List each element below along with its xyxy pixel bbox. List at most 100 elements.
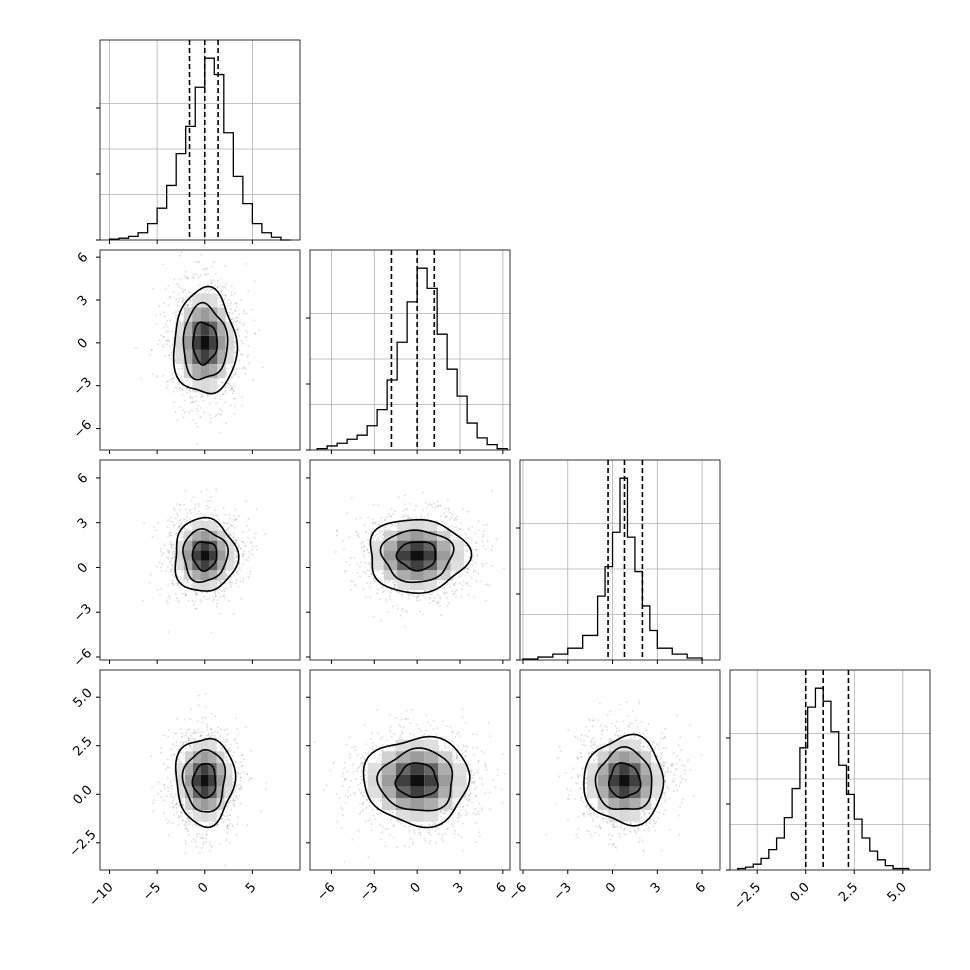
scatter-point xyxy=(481,540,484,543)
scatter-point xyxy=(473,595,475,598)
scatter-point xyxy=(238,349,241,352)
histogram-bar xyxy=(195,87,205,240)
scatter-point xyxy=(376,570,379,573)
scatter-point xyxy=(210,288,213,291)
scatter-point xyxy=(235,833,238,836)
scatter-point xyxy=(184,592,187,595)
scatter-point xyxy=(220,413,223,416)
scatter-point xyxy=(372,521,375,524)
density-cell xyxy=(217,540,226,551)
scatter-point xyxy=(169,596,171,599)
scatter-point xyxy=(171,543,173,546)
scatter-point xyxy=(215,489,218,492)
scatter-point xyxy=(419,610,422,613)
scatter-point xyxy=(238,515,240,518)
scatter-point xyxy=(472,571,475,573)
scatter-point xyxy=(465,571,468,574)
scatter-point xyxy=(220,291,223,293)
density-cell xyxy=(225,321,235,336)
scatter-point xyxy=(201,395,204,398)
scatter-point xyxy=(225,536,228,539)
histogram-bar xyxy=(870,851,878,870)
scatter-point xyxy=(199,519,201,521)
scatter-point xyxy=(235,572,238,574)
scatter-point xyxy=(179,519,182,521)
scatter-point xyxy=(164,355,167,357)
scatter-point xyxy=(407,593,409,595)
histogram-bar xyxy=(129,236,139,240)
scatter-point xyxy=(241,540,244,543)
scatter-point xyxy=(236,539,239,542)
density-cell xyxy=(423,550,438,561)
scatter-point xyxy=(350,589,353,591)
scatter-point xyxy=(196,245,198,247)
scatter-point xyxy=(201,731,204,733)
scatter-point xyxy=(460,528,462,530)
scatter-point xyxy=(447,509,450,512)
scatter-point xyxy=(191,732,193,735)
scatter-point xyxy=(173,556,176,559)
scatter-point xyxy=(168,533,171,536)
scatter-point xyxy=(216,286,219,288)
scatter-point xyxy=(178,525,181,527)
scatter-point xyxy=(388,595,391,598)
scatter-point xyxy=(366,547,369,550)
scatter-point xyxy=(248,573,251,575)
histogram-bar xyxy=(167,185,177,240)
scatter-point xyxy=(177,824,180,826)
scatter-point xyxy=(191,600,194,602)
scatter-point xyxy=(359,516,362,519)
hist-panel-2 xyxy=(516,459,721,664)
scatter-point xyxy=(475,542,478,544)
scatter-point xyxy=(467,567,469,570)
scatter-point xyxy=(222,738,225,741)
density-cell xyxy=(192,378,201,393)
density-cell xyxy=(410,580,424,590)
scatter-point xyxy=(181,570,183,573)
scatter-point xyxy=(243,550,245,552)
scatter-point xyxy=(416,595,419,598)
scatter-point xyxy=(200,253,203,256)
scatter-point xyxy=(429,597,432,600)
scatter-point xyxy=(189,389,192,391)
scatter-point xyxy=(344,570,346,573)
scatter-point xyxy=(181,313,184,316)
histogram-bar xyxy=(447,369,457,450)
scatter-point xyxy=(187,739,190,742)
histogram-bar xyxy=(792,789,800,870)
scatter-point xyxy=(161,554,163,557)
scatter-point xyxy=(216,602,218,605)
scatter-point xyxy=(240,404,243,407)
density-cell xyxy=(397,580,411,590)
histogram-bar xyxy=(839,765,847,870)
scatter-point xyxy=(166,766,169,768)
scatter-point xyxy=(215,487,217,490)
scatter-point xyxy=(232,537,235,539)
scatter-point xyxy=(223,594,226,597)
scatter-point xyxy=(197,505,200,507)
scatter-point xyxy=(167,566,169,568)
scatter-point xyxy=(225,390,227,393)
scatter-point xyxy=(240,299,243,301)
scatter-point xyxy=(177,758,179,760)
scatter-point xyxy=(228,514,231,517)
scatter-point xyxy=(424,501,427,504)
scatter-point xyxy=(196,731,199,734)
scatter-point xyxy=(188,811,191,814)
scatter-point xyxy=(152,288,154,290)
scatter-point xyxy=(484,584,487,586)
scatter-point xyxy=(233,412,236,415)
scatter-point xyxy=(356,572,359,574)
scatter-point xyxy=(225,282,228,285)
scatter-point xyxy=(439,505,442,507)
scatter-point xyxy=(169,562,172,564)
scatter-point xyxy=(193,273,195,276)
histogram-bar xyxy=(878,860,886,870)
scatter-point xyxy=(237,376,240,378)
scatter-point xyxy=(235,579,238,582)
scatter-point xyxy=(450,525,453,527)
density-cell xyxy=(410,540,424,551)
histogram-bar xyxy=(407,302,417,450)
scatter-point xyxy=(197,276,200,279)
scatter-point xyxy=(448,526,450,528)
